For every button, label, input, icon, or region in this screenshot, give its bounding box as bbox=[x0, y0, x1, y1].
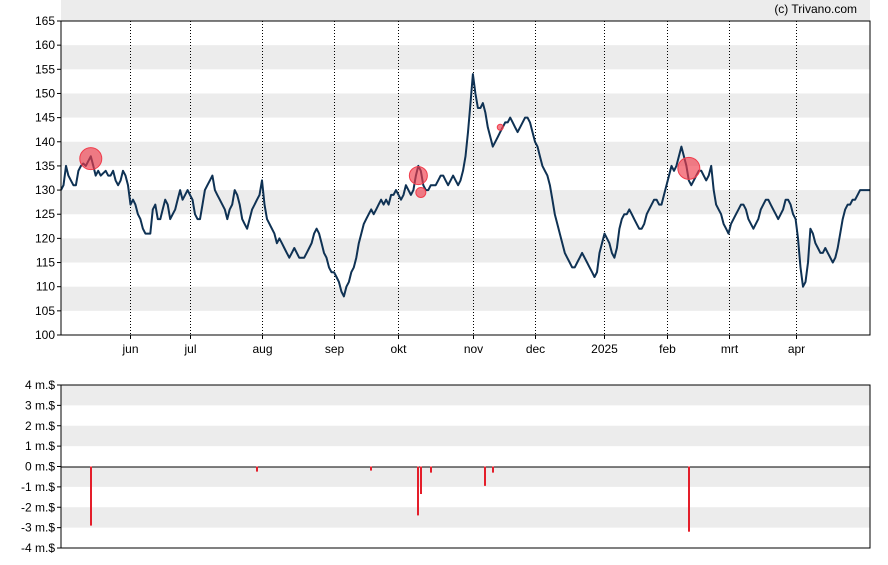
price-axis-tick-label: 145 bbox=[35, 111, 55, 125]
month-tick-label: jul bbox=[183, 342, 196, 356]
price-panel-month-gridlines bbox=[130, 21, 797, 335]
month-tick-label: nov bbox=[464, 342, 483, 356]
insider-bar bbox=[90, 466, 92, 526]
price-band bbox=[61, 45, 870, 70]
insider-marker bbox=[677, 156, 701, 180]
price-axis-tick-label: 130 bbox=[35, 183, 55, 197]
insider-band bbox=[61, 385, 870, 406]
month-axis-ticks: jun jul aug sep okt nov dec 2025 feb mrt apr bbox=[121, 335, 805, 356]
insider-axis-tick-label: 0 m.$ bbox=[25, 460, 55, 474]
month-tick-label: feb bbox=[659, 342, 676, 356]
insider-bar bbox=[420, 466, 422, 495]
insider-bar bbox=[492, 466, 494, 473]
insider-bar bbox=[256, 466, 258, 472]
price-line bbox=[60, 73, 870, 298]
insider-band bbox=[61, 466, 870, 487]
price-axis-tick-label: 110 bbox=[36, 280, 55, 294]
insider-bars bbox=[90, 466, 690, 532]
price-axis-tick-label: 125 bbox=[35, 207, 55, 221]
month-tick-label: mrt bbox=[721, 342, 739, 356]
insider-axis-tick-label: -2 m.$ bbox=[21, 500, 55, 514]
insider-axis-tick-label: -3 m.$ bbox=[21, 521, 55, 535]
insider-bar bbox=[370, 466, 372, 471]
price-band bbox=[61, 238, 870, 263]
month-tick-label: 2025 bbox=[591, 342, 618, 356]
insider-marker bbox=[415, 186, 427, 198]
insider-band bbox=[61, 507, 870, 528]
price-band bbox=[61, 0, 870, 22]
insider-axis-tick-label: 3 m.$ bbox=[25, 398, 55, 412]
insider-bar bbox=[430, 466, 432, 473]
price-axis-tick-label: 160 bbox=[35, 38, 55, 52]
insider-axis-tick-label: 1 m.$ bbox=[25, 439, 55, 453]
price-axis-tick-label: 165 bbox=[35, 14, 55, 28]
month-tick-label: apr bbox=[788, 342, 805, 356]
insider-marker bbox=[408, 166, 428, 186]
insider-axis-ticks: 4 m.$ 3 m.$ 2 m.$ 1 m.$ 0 m.$ -1 m.$ -2 m.$ -3 … bbox=[21, 378, 61, 555]
price-band bbox=[61, 190, 870, 215]
price-axis-tick-label: 140 bbox=[35, 135, 55, 149]
price-band bbox=[61, 286, 870, 311]
price-axis-tick-label: 135 bbox=[35, 159, 55, 173]
price-axis-tick-label: 115 bbox=[36, 256, 55, 270]
insider-bar bbox=[484, 466, 486, 486]
insider-axis-tick-label: 4 m.$ bbox=[25, 378, 55, 392]
price-axis-ticks: 100 105 110 115 120 125 130 135 140 145 150 155 160 1… bbox=[35, 14, 61, 342]
insider-bar bbox=[688, 466, 690, 532]
price-panel-frame bbox=[60, 20, 871, 336]
price-axis-tick-label: 100 bbox=[35, 328, 55, 342]
insider-bar bbox=[417, 466, 419, 516]
month-tick-label: dec bbox=[526, 342, 545, 356]
credit-label: (c) Trivano.com bbox=[774, 2, 857, 16]
insider-panel-frame bbox=[60, 384, 871, 549]
price-panel-bands bbox=[61, 0, 870, 311]
insider-panel-bands bbox=[61, 385, 870, 528]
month-tick-label: jun bbox=[121, 342, 138, 356]
insider-axis-tick-label: 2 m.$ bbox=[25, 419, 55, 433]
insider-markers bbox=[79, 123, 701, 198]
insider-marker bbox=[79, 147, 103, 171]
insider-band bbox=[61, 425, 870, 447]
insider-axis-tick-label: -4 m.$ bbox=[21, 541, 55, 555]
insider-marker bbox=[496, 123, 504, 131]
price-axis-tick-label: 105 bbox=[35, 304, 55, 318]
insider-axis-tick-label: -1 m.$ bbox=[21, 480, 55, 494]
month-tick-label: okt bbox=[390, 342, 407, 356]
price-axis-tick-label: 150 bbox=[35, 86, 55, 100]
price-axis-tick-label: 120 bbox=[35, 231, 55, 245]
price-axis-tick-label: 155 bbox=[35, 62, 55, 76]
price-band bbox=[61, 93, 870, 118]
month-tick-label: aug bbox=[252, 342, 272, 356]
month-tick-label: sep bbox=[325, 342, 345, 356]
